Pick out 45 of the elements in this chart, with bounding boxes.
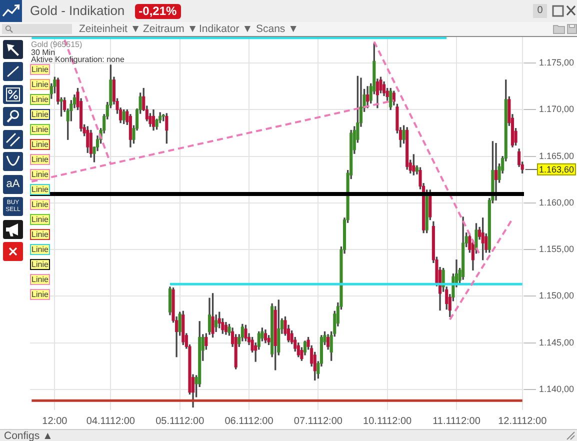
toggle-button: Linie <box>30 288 50 300</box>
toggle-button: Linie <box>30 198 50 210</box>
text: Indikator ▼ <box>199 22 253 36</box>
toggle-button: Linie <box>30 138 50 150</box>
y-tick-label: 1.140,00 <box>539 384 574 394</box>
chart-title: Gold - Indikation <box>30 3 125 19</box>
y-tick-label: 1.175,00 <box>539 58 574 68</box>
toggle-button: Linie <box>30 94 50 105</box>
change-badge: -0,21% <box>134 4 181 18</box>
y-tick-label: 1.160,00 <box>539 197 574 208</box>
y-tick-label: 1.170,00 <box>539 104 574 114</box>
font-button: aA <box>3 175 23 194</box>
x-tick-label: 12.1112:00 <box>498 416 548 427</box>
y-tick-label: 1.145,00 <box>539 337 574 348</box>
y-tick-label: 1.155,00 <box>539 244 574 254</box>
x-tick-label: 07.1112:00 <box>294 416 343 427</box>
toggle-button: Linie <box>30 184 50 195</box>
text: Scans ▼ <box>256 22 298 36</box>
toggle-button: Linie <box>30 258 50 270</box>
y-tick-label: 1.165,00 <box>539 150 574 161</box>
x-tick-label: 04.1112:00 <box>86 416 136 427</box>
toggle-button: Linie <box>30 64 50 75</box>
toggle-button: Linie <box>30 78 50 90</box>
annotation: Aktive Konfiguration: none <box>31 55 124 64</box>
x-tick-label: 10.1112:00 <box>363 416 412 427</box>
toggle-button: Linie <box>30 108 50 120</box>
toggle-button: Linie <box>30 168 50 180</box>
toggle-button: Linie <box>30 244 50 255</box>
toggle-button: Linie <box>30 228 50 240</box>
toggle-button: Linie <box>30 274 50 285</box>
x-tick-label: 05.1112:00 <box>156 416 205 427</box>
x-tick-label: 06.1112:00 <box>224 416 274 427</box>
annotation: Gold (965515) <box>31 40 82 49</box>
text: Zeiteinheit ▼ <box>79 22 141 36</box>
annotation: 1.163,60 <box>539 164 574 174</box>
x-tick-label: 11.1112:00 <box>432 416 481 427</box>
toggle-button: Linie <box>30 214 50 225</box>
x-tick-label: 12:00 <box>42 416 68 427</box>
text: Configs ▲ <box>4 430 53 441</box>
annotation: 30 Min <box>31 48 56 56</box>
text: Zeitraum ▼ <box>143 22 198 36</box>
counter-badge: 0 <box>533 4 547 18</box>
y-tick-label: 1.150,00 <box>539 290 574 301</box>
toggle-button: Linie <box>30 124 50 135</box>
toggle-button: Linie <box>30 154 50 165</box>
